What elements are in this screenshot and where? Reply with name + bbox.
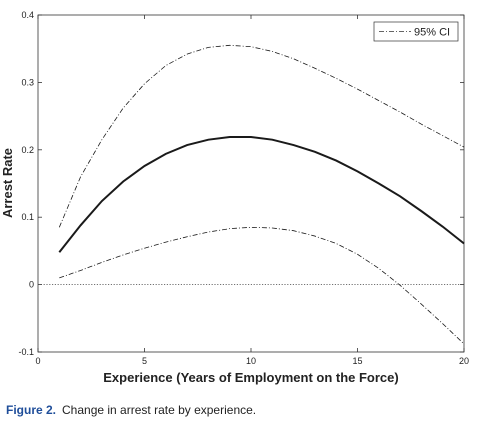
chart: -0.100.10.20.30.4 0 5 10 15 20 95% CI Arrest… <box>0 10 469 385</box>
series-line-lower <box>59 226 465 345</box>
legend-ci-label: 95% CI <box>414 27 450 39</box>
y-tick-label: 0.3 <box>21 77 34 87</box>
y-axis-title: Arrest Rate <box>0 148 15 218</box>
x-axis-title: Experience (Years of Employment on the F… <box>103 370 398 385</box>
plot-frame <box>37 14 465 353</box>
y-tick-label: 0.2 <box>21 145 34 155</box>
x-tick-label: 0 <box>35 356 40 366</box>
series-line-estimate <box>58 135 465 253</box>
series-layer <box>58 44 465 345</box>
x-tick-label: 5 <box>142 356 147 366</box>
y-tick-label: 0 <box>29 280 34 290</box>
x-tick-label: 20 <box>459 356 469 366</box>
y-tick-label: 0.1 <box>21 212 34 222</box>
legend: 95% CI <box>373 21 459 42</box>
figure-caption: Figure 2. Change in arrest rate by experi… <box>6 403 256 417</box>
series-line-upper <box>58 44 465 228</box>
x-tick-label: 10 <box>246 356 256 366</box>
y-tick-label: -0.1 <box>18 347 34 357</box>
x-axis: 0 5 10 15 20 <box>35 15 469 366</box>
y-axis: -0.1 0 0.1 0.2 0.3 0.4 <box>18 10 464 357</box>
y-tick-label: 0.4 <box>21 10 34 20</box>
figure-number: Figure 2. <box>6 403 57 417</box>
figure-caption-text: Change in arrest rate by experience. <box>62 403 257 417</box>
legend-box <box>373 21 459 42</box>
x-tick-label: 15 <box>352 356 362 366</box>
